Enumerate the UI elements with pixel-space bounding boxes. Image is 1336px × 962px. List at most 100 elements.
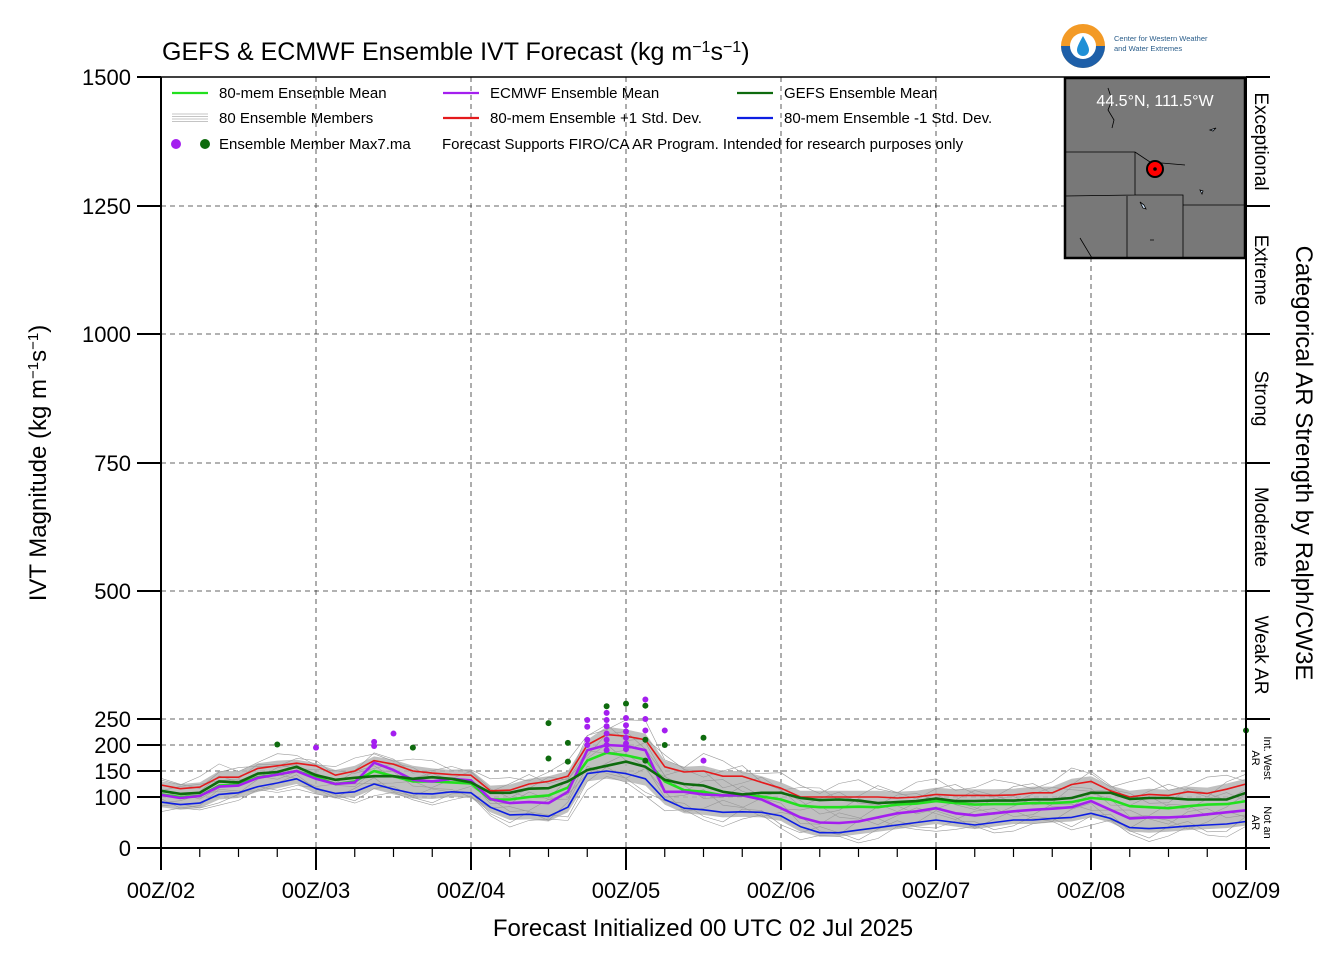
max-point: [700, 734, 707, 741]
title-exp2: −1: [723, 39, 741, 56]
legend-label: 80-mem Ensemble +1 Std. Dev.: [490, 110, 702, 127]
inset-location-label: 44.5°N, 111.5°W: [1096, 93, 1214, 110]
max-point: [371, 743, 378, 750]
max-point: [371, 738, 378, 745]
y-tick-label: 750: [94, 451, 131, 476]
category-label-line: Weak AR: [1250, 616, 1271, 695]
max-point: [700, 757, 707, 764]
x-tick-label: 00Z/03: [282, 878, 351, 903]
max-point: [603, 709, 610, 716]
max-point: [545, 720, 552, 727]
legend-label: 80-mem Ensemble Mean: [219, 85, 387, 102]
category-label: Extreme: [1250, 235, 1271, 306]
inset-map: 44.5°N, 111.5°W: [1063, 76, 1247, 260]
category-label-line: Not an: [1261, 806, 1273, 838]
max-point: [661, 727, 668, 734]
y-tick-label: 1250: [82, 194, 131, 219]
category-label-line: AR: [1249, 750, 1261, 765]
max-point: [584, 736, 591, 743]
ensemble-member-line: [160, 776, 1247, 844]
y-axis-label: IVT Magnitude (kg m−1s−1): [25, 325, 53, 602]
title-end: ): [741, 38, 749, 66]
legend-label: ECMWF Ensemble Mean: [490, 85, 659, 102]
svg-text:GEFS & ECMWF Ensemble IVT Fore: GEFS & ECMWF Ensemble IVT Forecast (kg m…: [162, 38, 750, 66]
max-point: [564, 739, 571, 746]
category-label-line: Extreme: [1250, 235, 1271, 306]
category-label: Exceptional: [1250, 92, 1271, 190]
max-point: [564, 758, 571, 765]
ylabel-end: ): [25, 325, 52, 333]
x-tick-label: 00Z/02: [127, 878, 196, 903]
max-point: [623, 740, 629, 747]
max-point: [642, 757, 649, 764]
ylabel-main: IVT Magnitude (kg m: [25, 379, 52, 601]
legend-label: 80 Ensemble Members: [219, 110, 373, 127]
max-point: [623, 746, 629, 753]
y-tick-label: 150: [94, 759, 131, 784]
legend-dot: [200, 139, 210, 149]
x-axis: 00Z/02 00Z/03 00Z/04 00Z/05 00Z/06 00Z/07 00Z/…: [127, 848, 1281, 903]
logo: Center for Western Weather and Water Ext…: [1061, 24, 1208, 68]
max-points: [274, 696, 1249, 765]
x-tick-label: 00Z/06: [747, 878, 816, 903]
category-label-line: Int. West: [1261, 736, 1273, 779]
title-mid: s: [710, 38, 723, 66]
x-axis-label: Forecast Initialized 00 UTC 02 Jul 2025: [493, 915, 913, 942]
y-tick-label: 100: [94, 785, 131, 810]
max-point: [584, 717, 591, 724]
category-label-line: Exceptional: [1250, 92, 1271, 190]
max-point: [603, 703, 610, 710]
max-point: [603, 717, 610, 724]
max-point: [642, 696, 649, 703]
ecmwf-ensemble-mean-line: [160, 743, 1247, 825]
ylabel-exp2: −1: [25, 333, 42, 350]
category-label: Moderate: [1250, 487, 1271, 567]
legend-note: Forecast Supports FIRO/CA AR Program. In…: [442, 136, 964, 153]
legend-label: GEFS Ensemble Mean: [784, 85, 937, 102]
max-point: [603, 730, 610, 737]
max-point: [623, 714, 629, 721]
category-label: Strong: [1250, 371, 1271, 427]
ylabel-exp1: −1: [25, 362, 42, 379]
title-main: GEFS & ECMWF Ensemble IVT Forecast (kg m: [162, 38, 692, 66]
max-point: [623, 722, 629, 729]
legend-label: Ensemble Member Max7.ma: [219, 136, 411, 153]
max-point: [623, 734, 629, 741]
max-point: [642, 727, 649, 734]
ensemble-member-line: [160, 765, 1247, 836]
logo-line2: and Water Extremes: [1114, 44, 1182, 53]
max-point: [274, 741, 281, 748]
title-exp1: −1: [692, 39, 710, 56]
max-point: [545, 755, 552, 762]
max-point: [642, 716, 649, 722]
category-label: Weak AR: [1250, 616, 1271, 695]
x-tick-label: 00Z/05: [592, 878, 661, 903]
y-tick-label: 1000: [82, 322, 131, 347]
max-point: [603, 747, 610, 754]
legend-dot: [171, 139, 181, 149]
location-marker-center: [1153, 167, 1157, 171]
y-tick-label: 0: [119, 836, 131, 861]
state-borders: [1064, 87, 1245, 259]
max-point: [661, 742, 668, 748]
ylabel-mid: s: [25, 350, 52, 362]
y-tick-label: 500: [94, 579, 131, 604]
max-point: [584, 742, 591, 748]
category-label-line: AR: [1249, 815, 1261, 830]
x-tick-label: 00Z/07: [902, 878, 971, 903]
legend-label: 80-mem Ensemble -1 Std. Dev.: [784, 110, 992, 127]
right-axis-label: Categorical AR Strength by Ralph/CW3E: [1290, 246, 1317, 681]
x-tick-label: 00Z/09: [1212, 878, 1281, 903]
category-label-line: Strong: [1250, 371, 1271, 427]
series-lines: [160, 733, 1247, 834]
max-point: [603, 723, 610, 730]
max-point: [642, 702, 649, 709]
x-tick-label: 00Z/04: [437, 878, 506, 903]
max-point: [390, 730, 397, 737]
max-point: [584, 723, 591, 730]
